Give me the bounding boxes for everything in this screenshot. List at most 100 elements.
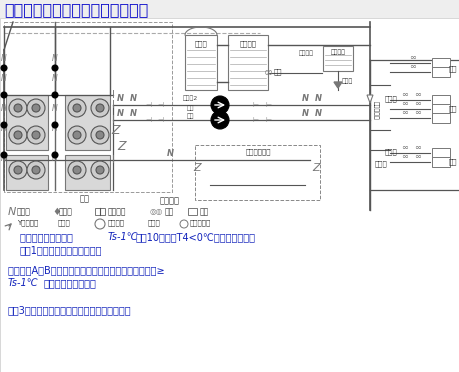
Bar	[431, 67, 449, 77]
Text: ∞: ∞	[414, 90, 420, 99]
Text: I: I	[112, 115, 114, 125]
Circle shape	[68, 161, 86, 179]
Circle shape	[91, 99, 109, 117]
Text: ∞: ∞	[414, 152, 420, 161]
Text: 末端: 末端	[448, 65, 456, 71]
Text: ⊣: ⊣	[157, 102, 162, 108]
Text: N: N	[1, 154, 7, 163]
Text: ⊣: ⊣	[145, 117, 151, 123]
Text: 自动排气阀: 自动排气阀	[190, 219, 211, 225]
Circle shape	[27, 161, 45, 179]
Text: I: I	[112, 90, 114, 100]
Text: I: I	[112, 155, 114, 165]
Text: Ts-1℃: Ts-1℃	[108, 232, 139, 242]
Text: 制热模式下对生活热水水泵的控制: 制热模式下对生活热水水泵的控制	[4, 2, 148, 17]
Text: 补水: 补水	[186, 113, 193, 119]
Text: 温度计: 温度计	[58, 219, 71, 225]
Circle shape	[14, 104, 22, 112]
Circle shape	[9, 99, 27, 117]
Text: 末端: 末端	[448, 105, 456, 112]
Text: 补水: 补水	[274, 68, 282, 75]
Text: N: N	[8, 207, 17, 217]
Bar	[4, 22, 172, 192]
Circle shape	[32, 131, 40, 139]
Text: N: N	[52, 54, 58, 62]
Circle shape	[91, 161, 109, 179]
Text: ⊣: ⊣	[157, 117, 162, 123]
Text: ♦: ♦	[52, 207, 61, 217]
Text: Ts-1℃: Ts-1℃	[8, 278, 39, 288]
Text: Z: Z	[112, 124, 120, 137]
Circle shape	[14, 166, 22, 174]
Text: ⊢: ⊢	[264, 102, 270, 108]
Text: Z: Z	[193, 163, 201, 173]
Text: ∞: ∞	[401, 99, 408, 108]
Circle shape	[68, 99, 86, 117]
Text: ∞: ∞	[414, 143, 420, 152]
Bar	[431, 148, 449, 158]
Text: 循环水泵: 循环水泵	[108, 219, 125, 225]
Text: Z: Z	[312, 163, 319, 173]
Circle shape	[73, 131, 81, 139]
Text: 上压阀: 上压阀	[148, 219, 160, 225]
Circle shape	[32, 104, 40, 112]
Text: Z: Z	[117, 140, 125, 153]
Bar	[228, 35, 268, 90]
Text: N: N	[314, 109, 321, 118]
Text: N: N	[52, 103, 58, 112]
Bar	[431, 113, 449, 123]
Circle shape	[52, 92, 58, 98]
Text: ∞: ∞	[409, 62, 415, 71]
Text: N: N	[1, 54, 7, 62]
Text: 回流阀: 回流阀	[341, 78, 353, 84]
Polygon shape	[333, 82, 341, 88]
Bar	[6, 155, 48, 190]
Text: I: I	[112, 100, 114, 110]
Text: 压缩机（A，B压缩机都开启）启动后，若单元出水温度≥: 压缩机（A，B压缩机都开启）启动后，若单元出水温度≥	[8, 265, 168, 275]
Bar	[6, 95, 48, 150]
Text: Y形过滤器: Y形过滤器	[17, 219, 38, 225]
Bar	[431, 104, 449, 114]
Circle shape	[73, 104, 81, 112]
Bar	[431, 157, 449, 167]
Text: 储水箱: 储水箱	[194, 40, 207, 46]
Text: 压差旁通阀: 压差旁通阀	[372, 100, 378, 119]
Text: ∞: ∞	[263, 68, 272, 78]
Circle shape	[1, 65, 7, 71]
Text: ，启动生活热水水泵: ，启动生活热水水泵	[44, 278, 97, 288]
Bar	[95, 208, 105, 215]
Text: 压力表: 压力表	[59, 207, 73, 216]
Text: ⊢: ⊢	[264, 117, 270, 123]
Text: N: N	[52, 154, 58, 163]
Text: 电磁阀2: 电磁阀2	[182, 95, 197, 100]
Circle shape	[9, 161, 27, 179]
Text: ∞: ∞	[401, 90, 408, 99]
Text: 连续3次出现则需掉电恢复，显示热水水流故障: 连续3次出现则需掉电恢复，显示热水水流故障	[8, 305, 131, 315]
Text: N: N	[116, 94, 123, 103]
Text: ⊢: ⊢	[252, 117, 257, 123]
Circle shape	[52, 152, 58, 158]
Text: ∞: ∞	[414, 99, 420, 108]
Circle shape	[14, 131, 22, 139]
Bar	[185, 35, 217, 90]
Text: 二次阀: 二次阀	[384, 95, 397, 102]
Text: N: N	[301, 109, 308, 118]
Circle shape	[96, 166, 104, 174]
Text: 三次阀: 三次阀	[384, 148, 397, 155]
Circle shape	[68, 126, 86, 144]
Circle shape	[1, 92, 7, 98]
Text: ∞: ∞	[401, 152, 408, 161]
Circle shape	[91, 126, 109, 144]
Text: 辅助电加热器: 辅助电加热器	[245, 148, 270, 155]
Text: N: N	[1, 74, 7, 83]
Text: N: N	[314, 94, 321, 103]
Text: N: N	[116, 109, 123, 118]
Text: N: N	[129, 94, 136, 103]
Text: ⊣: ⊣	[145, 102, 151, 108]
Text: 水泵1分钟后停止生活热水水泵: 水泵1分钟后停止生活热水水泵	[20, 245, 102, 255]
Text: 膨胀水箱: 膨胀水箱	[330, 49, 345, 55]
Text: ∞: ∞	[401, 108, 408, 117]
Text: 主机: 主机	[80, 194, 90, 203]
Bar	[431, 58, 449, 68]
Bar	[431, 95, 449, 105]
